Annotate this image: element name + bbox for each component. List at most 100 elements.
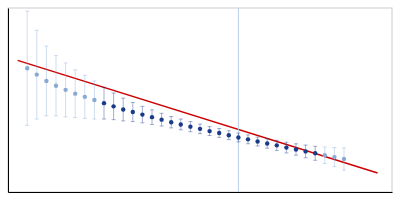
error-bar [198, 124, 202, 134]
error-bar-cap [275, 140, 279, 141]
error-bar [265, 139, 269, 149]
error-bar [73, 70, 77, 118]
point [294, 147, 298, 151]
point [54, 84, 58, 88]
point [342, 157, 346, 161]
error-bar-cap [217, 137, 221, 138]
error-bar-cap [131, 102, 135, 103]
error-bar-cap [265, 138, 269, 139]
error-bar-cap [92, 119, 96, 120]
error-bar [217, 129, 221, 138]
error-bars [25, 11, 346, 170]
error-bar-cap [25, 125, 29, 126]
error-bar-cap [265, 148, 269, 149]
error-bar [54, 56, 58, 116]
x-axis [9, 192, 393, 193]
error-bar-cap [35, 30, 39, 31]
point [188, 124, 192, 128]
point [323, 153, 327, 157]
point [265, 141, 269, 145]
error-bar [246, 135, 250, 144]
point [246, 137, 250, 141]
error-bar-cap [160, 126, 164, 127]
error-bar-cap [284, 152, 288, 153]
error-bar [131, 103, 135, 122]
error-bar-cap [227, 130, 231, 131]
error-bar-cap [73, 69, 77, 70]
error-bar-cap [169, 116, 173, 117]
error-bar-cap [73, 117, 77, 118]
error-bar [188, 122, 192, 132]
error-bar-cap [102, 119, 106, 120]
error-bar-cap [198, 133, 202, 134]
error-bar-cap [323, 146, 327, 147]
error-bar [35, 30, 39, 119]
point [313, 151, 317, 155]
error-bar-cap [83, 75, 87, 76]
error-bar-cap [304, 145, 308, 146]
plot-frame [8, 8, 392, 192]
point [121, 107, 125, 111]
error-bar [342, 148, 346, 170]
error-bar [83, 75, 87, 118]
error-bar-cap [323, 163, 327, 164]
error-bar-cap [140, 122, 144, 123]
error-bar-cap [246, 143, 250, 144]
vertical-line [238, 8, 239, 192]
error-bar [284, 142, 288, 153]
error-bar-cap [102, 87, 106, 88]
error-bar [150, 110, 154, 125]
point [303, 149, 307, 153]
x-axis-line [9, 192, 393, 193]
error-bar-cap [294, 155, 298, 156]
error-bar [323, 147, 327, 163]
error-bar-cap [44, 115, 48, 116]
error-bar [294, 144, 298, 155]
plot [8, 8, 393, 193]
error-bar-cap [246, 134, 250, 135]
point [35, 72, 39, 76]
error-bar [227, 131, 231, 140]
error-bar-cap [179, 129, 183, 130]
points [25, 66, 346, 161]
error-bar-cap [160, 113, 164, 114]
point [111, 104, 115, 108]
point [236, 135, 240, 139]
point [207, 129, 211, 133]
error-bar-cap [121, 120, 125, 121]
error-bar-cap [64, 62, 68, 63]
error-bar [160, 113, 164, 126]
error-bar-cap [54, 55, 58, 56]
error-bar-cap [150, 124, 154, 125]
point [275, 143, 279, 147]
marks [18, 8, 378, 192]
error-bar-cap [25, 11, 29, 12]
error-bar-cap [342, 147, 346, 148]
error-bar-cap [208, 126, 212, 127]
point [332, 155, 336, 159]
error-bar-cap [304, 157, 308, 158]
error-bar-cap [35, 119, 39, 120]
error-bar [121, 98, 125, 121]
error-bar-cap [236, 141, 240, 142]
point [92, 98, 96, 102]
point [83, 95, 87, 99]
error-bar-cap [44, 46, 48, 47]
error-bar-cap [332, 166, 336, 167]
error-bar [92, 81, 96, 119]
error-bar-cap [121, 98, 125, 99]
error-bar [25, 11, 29, 125]
error-bar-cap [294, 143, 298, 144]
error-bar [313, 146, 317, 160]
point [169, 120, 173, 124]
error-bar [236, 133, 240, 142]
error-bar [332, 148, 336, 167]
y-axis-line [8, 9, 9, 193]
point [179, 122, 183, 126]
error-bar-cap [140, 106, 144, 107]
error-bar-cap [198, 124, 202, 125]
error-bar [179, 119, 183, 130]
error-bar-cap [256, 137, 260, 138]
point [150, 115, 154, 119]
error-bar-cap [150, 109, 154, 110]
